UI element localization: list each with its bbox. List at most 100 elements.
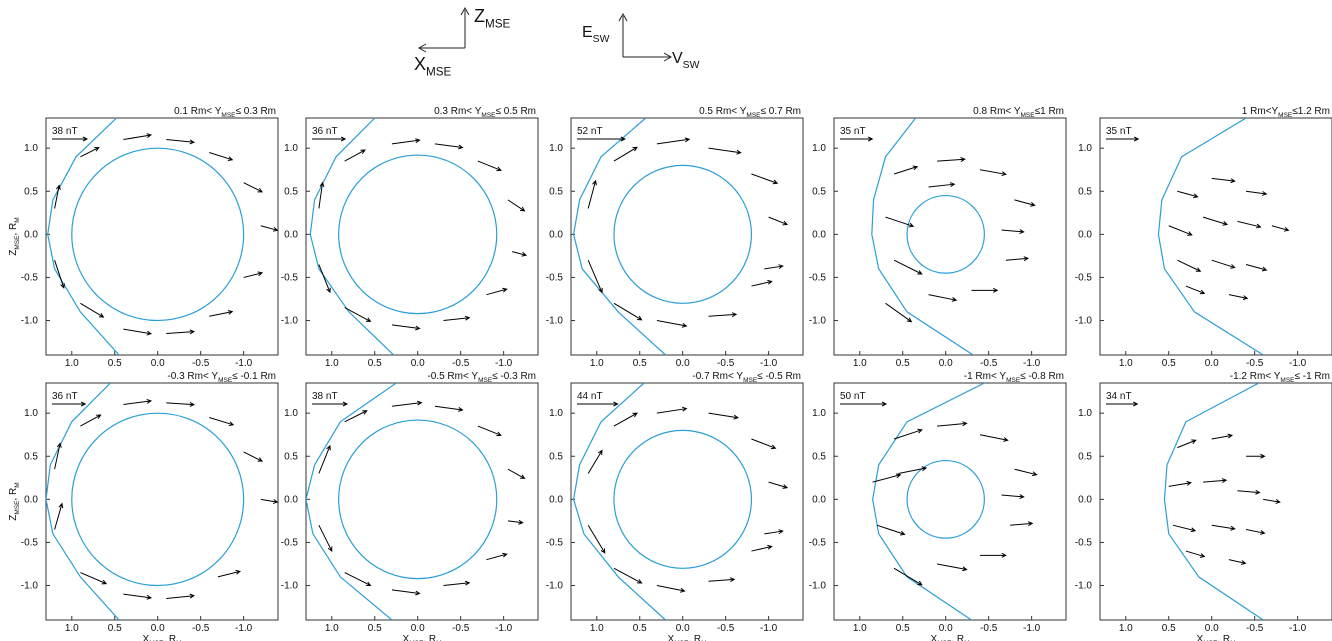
- planet-circle: [338, 419, 498, 580]
- x-tick-label: 0.0: [939, 358, 953, 369]
- text-part: -1 Rm< Y: [964, 371, 1007, 382]
- arrow-head: [618, 12, 628, 22]
- field-vector: [1271, 225, 1290, 232]
- text-part: ≤ 0.5 Rm: [496, 106, 537, 117]
- text-part: X: [668, 634, 675, 641]
- y-tick-label: 0.0: [812, 494, 826, 505]
- field-vector: [613, 567, 643, 584]
- y-tick-label: 0.5: [1078, 451, 1092, 462]
- field-vector: [123, 593, 153, 600]
- field-vector: [1211, 177, 1236, 184]
- y-tick-label: -1.0: [1075, 581, 1093, 592]
- panel-title: 0.3 Rm< YMSE≤ 0.5 Rm: [434, 106, 536, 119]
- field-vector: [1177, 439, 1197, 449]
- field-vector: [656, 320, 688, 328]
- field-vector: [166, 139, 196, 145]
- y-tick-label: -0.5: [21, 272, 39, 283]
- field-vector: [80, 572, 108, 585]
- field-vector: [1246, 190, 1268, 196]
- y-tick-label: 1.0: [24, 408, 38, 419]
- x-tick-label: 0.5: [633, 358, 647, 369]
- y-tick-label: 0.0: [24, 229, 38, 240]
- v-label: VSW: [672, 50, 700, 71]
- field-vector: [507, 199, 526, 212]
- subscript: MSE: [1006, 377, 1021, 384]
- x-tick-label: 0.0: [676, 358, 690, 369]
- reference-arrow: [1106, 136, 1140, 142]
- text-part: Z: [8, 250, 19, 256]
- y-tick-label: -1.0: [281, 581, 299, 592]
- x-tick-label: 0.5: [1162, 623, 1176, 634]
- x-tick-label: 0.0: [676, 623, 690, 634]
- plot-area: [572, 383, 789, 620]
- x-tick-label: 1.0: [65, 623, 79, 634]
- x-axis-title: XMSE, RM: [931, 634, 970, 641]
- reference-label: 34 nT: [1106, 391, 1132, 402]
- y-tick-label: 1.0: [1078, 408, 1092, 419]
- field-vector: [656, 137, 691, 145]
- subscript: MSE: [1021, 112, 1036, 119]
- y-tick-label: 0.0: [812, 229, 826, 240]
- text-part: V: [672, 50, 683, 67]
- field-vector: [443, 315, 471, 322]
- field-vector: [656, 585, 686, 593]
- reference-arrow: [52, 136, 89, 142]
- planet-circle: [338, 154, 498, 315]
- y-tick-label: -0.5: [1075, 537, 1093, 548]
- planet-circle: [906, 459, 985, 539]
- magnetopause: [309, 118, 395, 355]
- y-tick-label: -1.0: [546, 316, 564, 327]
- y-axis-title: ZMSE, RM: [8, 217, 21, 255]
- plot-area: [872, 383, 1038, 620]
- text-part: , R: [951, 634, 964, 641]
- planet-circle: [613, 164, 753, 304]
- field-vector: [243, 451, 264, 462]
- field-vector: [1245, 264, 1268, 272]
- x-tick-label: 0.5: [896, 623, 910, 634]
- x-tick-label: -0.5: [192, 623, 210, 634]
- field-vector: [1005, 256, 1030, 262]
- field-vector: [434, 405, 464, 412]
- field-vector: [1246, 453, 1266, 459]
- x-tick-label: -0.5: [1246, 623, 1264, 634]
- field-vector: [764, 529, 784, 535]
- y-tick-label: 1.0: [1078, 143, 1092, 154]
- reference-arrow: [840, 136, 874, 142]
- x-tick-label: -0.5: [452, 358, 470, 369]
- subscript: MSE: [743, 377, 758, 384]
- text-part: X: [403, 634, 410, 641]
- y-tick-label: -0.5: [281, 272, 299, 283]
- text-part: X: [1197, 634, 1204, 641]
- x-tick-label: -1.0: [235, 623, 253, 634]
- y-tick-label: 0.5: [24, 451, 38, 462]
- y-tick-label: 1.0: [812, 143, 826, 154]
- magnetopause: [47, 118, 120, 355]
- field-vector: [1237, 220, 1262, 229]
- x-tick-label: -0.5: [1246, 358, 1264, 369]
- field-vector: [507, 468, 526, 479]
- x-tick-label: -1.0: [760, 623, 778, 634]
- arrow-head: [417, 43, 427, 53]
- x-tick-label: 0.0: [1205, 623, 1219, 634]
- field-vector: [587, 260, 603, 294]
- y-tick-label: 0.0: [549, 229, 563, 240]
- field-vector: [512, 251, 528, 257]
- y-tick-label: 0.5: [24, 186, 38, 197]
- y-tick-label: 0.5: [549, 451, 563, 462]
- panel-title: -0.7 Rm< YMSE≤ -0.5 Rm: [692, 371, 801, 384]
- field-vector: [80, 414, 102, 427]
- y-tick-label: 1.0: [284, 143, 298, 154]
- field-vector: [1168, 480, 1192, 487]
- planet-circle: [71, 147, 245, 322]
- z-label: ZMSE: [474, 6, 511, 30]
- field-vector: [937, 157, 966, 162]
- field-vector: [391, 324, 421, 331]
- reference-arrow: [577, 136, 626, 142]
- x-tick-label: -0.5: [192, 358, 210, 369]
- field-vector: [928, 294, 958, 302]
- y-tick-label: 0.5: [812, 451, 826, 462]
- x-tick-label: 0.5: [896, 358, 910, 369]
- x-tick-label: -0.5: [980, 358, 998, 369]
- field-vector: [486, 552, 508, 561]
- field-vector: [80, 147, 100, 158]
